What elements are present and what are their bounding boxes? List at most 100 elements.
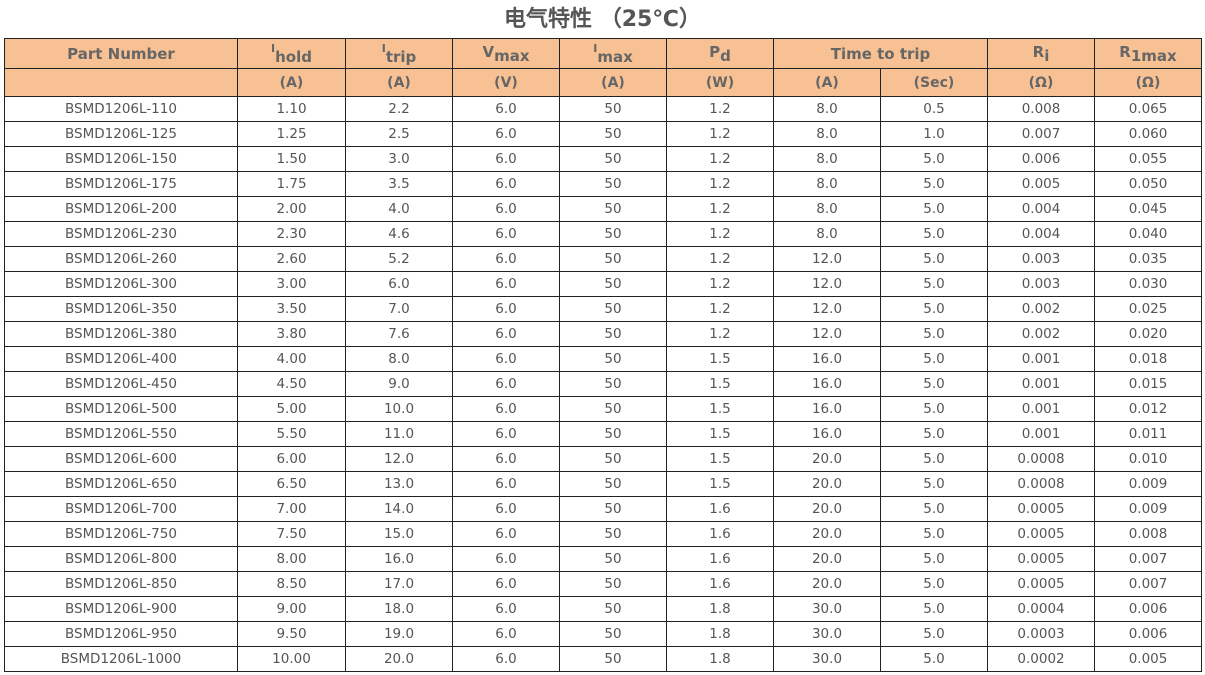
header-imax: Imax	[559, 38, 667, 69]
cell-vmax: 6.0	[452, 496, 560, 522]
cell-vmax: 6.0	[452, 196, 560, 222]
cell-part-number: BSMD1206L-175	[4, 171, 238, 197]
unit-imax: (A)	[559, 68, 667, 97]
cell-vmax: 6.0	[452, 646, 560, 672]
cell-r1max: 0.020	[1094, 321, 1203, 347]
cell-trip-time: 5.0	[879, 471, 989, 497]
cell-pd: 1.5	[666, 396, 774, 422]
header-vmax: Vmax	[452, 38, 560, 69]
electrical-characteristics-table: Part Number Ihold Itrip Vmax Imax Pd Tim…	[4, 38, 1203, 672]
cell-ri: 0.001	[987, 346, 1096, 372]
cell-trip-current: 20.0	[773, 471, 881, 497]
cell-vmax: 6.0	[452, 596, 560, 622]
cell-part-number: BSMD1206L-260	[4, 246, 238, 272]
cell-trip-current: 8.0	[773, 96, 881, 122]
cell-vmax: 6.0	[452, 521, 560, 547]
cell-pd: 1.2	[666, 146, 774, 172]
cell-vmax: 6.0	[452, 96, 560, 122]
cell-r1max: 0.040	[1094, 221, 1203, 247]
table-row: BSMD1206L-350 3.50 7.0 6.0 50 1.2 12.0 5.0 0.002…	[4, 296, 1203, 322]
cell-pd: 1.2	[666, 246, 774, 272]
cell-itrip: 5.2	[345, 246, 453, 272]
cell-r1max: 0.007	[1094, 571, 1203, 597]
cell-ihold: 5.00	[237, 396, 346, 422]
cell-imax: 50	[559, 171, 667, 197]
cell-itrip: 9.0	[345, 371, 453, 397]
cell-imax: 50	[559, 496, 667, 522]
cell-itrip: 17.0	[345, 571, 453, 597]
cell-trip-time: 5.0	[879, 171, 989, 197]
cell-trip-current: 20.0	[773, 546, 881, 572]
cell-ihold: 4.50	[237, 371, 346, 397]
cell-ri: 0.0003	[987, 621, 1096, 647]
cell-imax: 50	[559, 246, 667, 272]
cell-itrip: 20.0	[345, 646, 453, 672]
cell-ri: 0.0002	[987, 646, 1096, 672]
cell-trip-current: 30.0	[773, 646, 881, 672]
cell-trip-time: 5.0	[879, 421, 989, 447]
cell-r1max: 0.011	[1094, 421, 1203, 447]
cell-itrip: 3.0	[345, 146, 453, 172]
cell-itrip: 16.0	[345, 546, 453, 572]
cell-ihold: 2.60	[237, 246, 346, 272]
cell-part-number: BSMD1206L-350	[4, 296, 238, 322]
cell-ihold: 1.50	[237, 146, 346, 172]
table-row: BSMD1206L-125 1.25 2.5 6.0 50 1.2 8.0 1.0 0.007 0…	[4, 121, 1203, 147]
unit-ihold: (A)	[237, 68, 346, 97]
cell-ihold: 8.50	[237, 571, 346, 597]
header-part-number: Part Number	[4, 38, 238, 69]
cell-imax: 50	[559, 321, 667, 347]
cell-r1max: 0.018	[1094, 346, 1203, 372]
table-row: BSMD1206L-600 6.00 12.0 6.0 50 1.5 20.0 5.0 0.00…	[4, 446, 1203, 472]
cell-ihold: 1.75	[237, 171, 346, 197]
cell-imax: 50	[559, 221, 667, 247]
cell-vmax: 6.0	[452, 421, 560, 447]
cell-pd: 1.2	[666, 221, 774, 247]
cell-ri: 0.005	[987, 171, 1096, 197]
cell-ri: 0.001	[987, 371, 1096, 397]
cell-ihold: 10.00	[237, 646, 346, 672]
header-time-to-trip: Time to trip	[772, 38, 989, 69]
cell-pd: 1.2	[666, 121, 774, 147]
header-ihold: Ihold	[237, 38, 346, 69]
cell-ihold: 2.30	[237, 221, 346, 247]
cell-imax: 50	[559, 196, 667, 222]
cell-pd: 1.2	[666, 96, 774, 122]
cell-trip-time: 5.0	[879, 146, 989, 172]
cell-trip-time: 5.0	[879, 621, 989, 647]
cell-ihold: 1.25	[237, 121, 346, 147]
cell-trip-time: 5.0	[879, 646, 989, 672]
cell-ri: 0.002	[987, 321, 1096, 347]
cell-itrip: 19.0	[345, 621, 453, 647]
cell-part-number: BSMD1206L-400	[4, 346, 238, 372]
cell-trip-current: 8.0	[773, 146, 881, 172]
cell-ri: 0.0008	[987, 471, 1096, 497]
cell-imax: 50	[559, 621, 667, 647]
cell-trip-current: 8.0	[773, 221, 881, 247]
cell-vmax: 6.0	[452, 271, 560, 297]
cell-vmax: 6.0	[452, 571, 560, 597]
table-row: BSMD1206L-110 1.10 2.2 6.0 50 1.2 8.0 0.5 0.008 0…	[4, 96, 1203, 122]
header-row: Part Number Ihold Itrip Vmax Imax Pd Tim…	[4, 38, 1203, 69]
cell-itrip: 4.0	[345, 196, 453, 222]
cell-ihold: 4.00	[237, 346, 346, 372]
cell-itrip: 14.0	[345, 496, 453, 522]
cell-r1max: 0.015	[1094, 371, 1203, 397]
cell-imax: 50	[559, 571, 667, 597]
unit-trip-current: (A)	[773, 68, 881, 97]
table-row: BSMD1206L-700 7.00 14.0 6.0 50 1.6 20.0 5.0 0.00…	[4, 496, 1203, 522]
cell-pd: 1.6	[666, 521, 774, 547]
cell-ri: 0.0005	[987, 571, 1096, 597]
table-row: BSMD1206L-1000 10.00 20.0 6.0 50 1.8 30.0 5.0 0.…	[4, 646, 1203, 672]
cell-pd: 1.6	[666, 496, 774, 522]
cell-part-number: BSMD1206L-850	[4, 571, 238, 597]
table-row: BSMD1206L-400 4.00 8.0 6.0 50 1.5 16.0 5.0 0.001…	[4, 346, 1203, 372]
cell-vmax: 6.0	[452, 296, 560, 322]
cell-part-number: BSMD1206L-450	[4, 371, 238, 397]
cell-r1max: 0.030	[1094, 271, 1203, 297]
cell-part-number: BSMD1206L-380	[4, 321, 238, 347]
cell-pd: 1.2	[666, 296, 774, 322]
cell-r1max: 0.010	[1094, 446, 1203, 472]
cell-itrip: 2.2	[345, 96, 453, 122]
cell-vmax: 6.0	[452, 171, 560, 197]
